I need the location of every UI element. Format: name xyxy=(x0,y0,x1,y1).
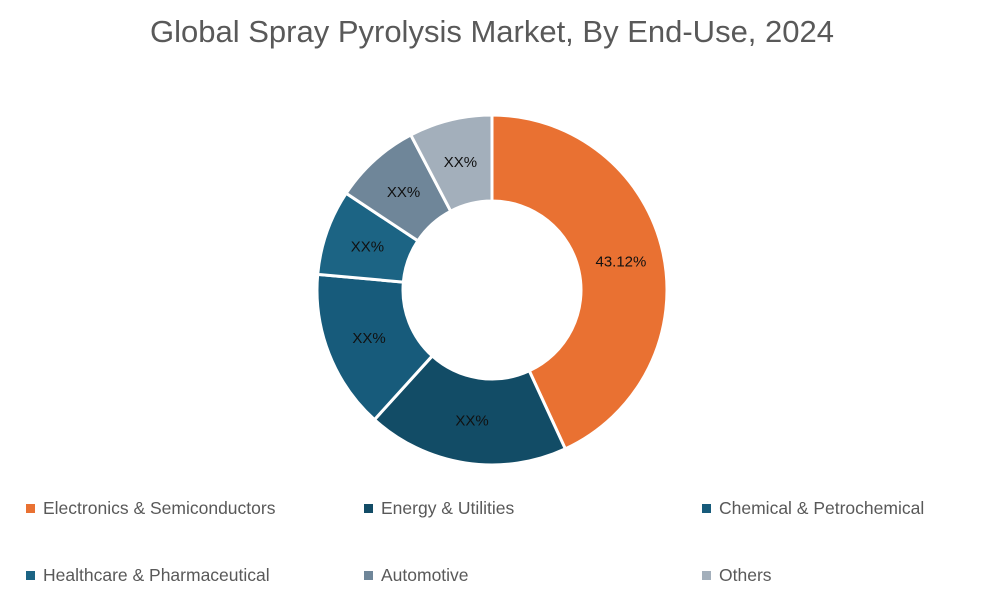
data-label-chemical: XX% xyxy=(352,330,385,347)
legend-item-healthcare[interactable]: Healthcare & Pharmaceutical xyxy=(26,565,270,586)
legend-swatch-icon xyxy=(364,504,373,513)
donut-slice-electronics[interactable] xyxy=(490,113,669,451)
legend-swatch-icon xyxy=(702,504,711,513)
data-label-healthcare: XX% xyxy=(351,238,384,255)
legend-label: Electronics & Semiconductors xyxy=(43,498,276,518)
legend-swatch-icon xyxy=(702,571,711,580)
donut-slice-energy[interactable] xyxy=(372,353,568,467)
data-label-automotive: XX% xyxy=(387,184,420,201)
donut-slice-others[interactable] xyxy=(408,113,494,214)
data-label-others: XX% xyxy=(444,154,477,171)
legend-label: Automotive xyxy=(381,565,469,585)
legend-label: Chemical & Petrochemical xyxy=(719,498,925,518)
legend-label: Others xyxy=(719,565,772,585)
data-label-electronics: 43.12% xyxy=(595,254,646,271)
legend-label: Healthcare & Pharmaceutical xyxy=(43,565,270,585)
legend-item-automotive[interactable]: Automotive xyxy=(364,565,469,586)
legend-item-others[interactable]: Others xyxy=(702,565,772,586)
legend-item-energy[interactable]: Energy & Utilities xyxy=(364,498,514,519)
legend-label: Energy & Utilities xyxy=(381,498,515,518)
chart-title: Global Spray Pyrolysis Market, By End-Us… xyxy=(150,14,834,49)
legend-swatch-icon xyxy=(26,504,35,513)
legend-item-chemical[interactable]: Chemical & Petrochemical xyxy=(702,498,924,519)
legend-swatch-icon xyxy=(26,571,35,580)
legend-item-electronics[interactable]: Electronics & Semiconductors xyxy=(26,498,275,519)
legend-swatch-icon xyxy=(364,571,373,580)
data-label-energy: XX% xyxy=(455,412,488,429)
